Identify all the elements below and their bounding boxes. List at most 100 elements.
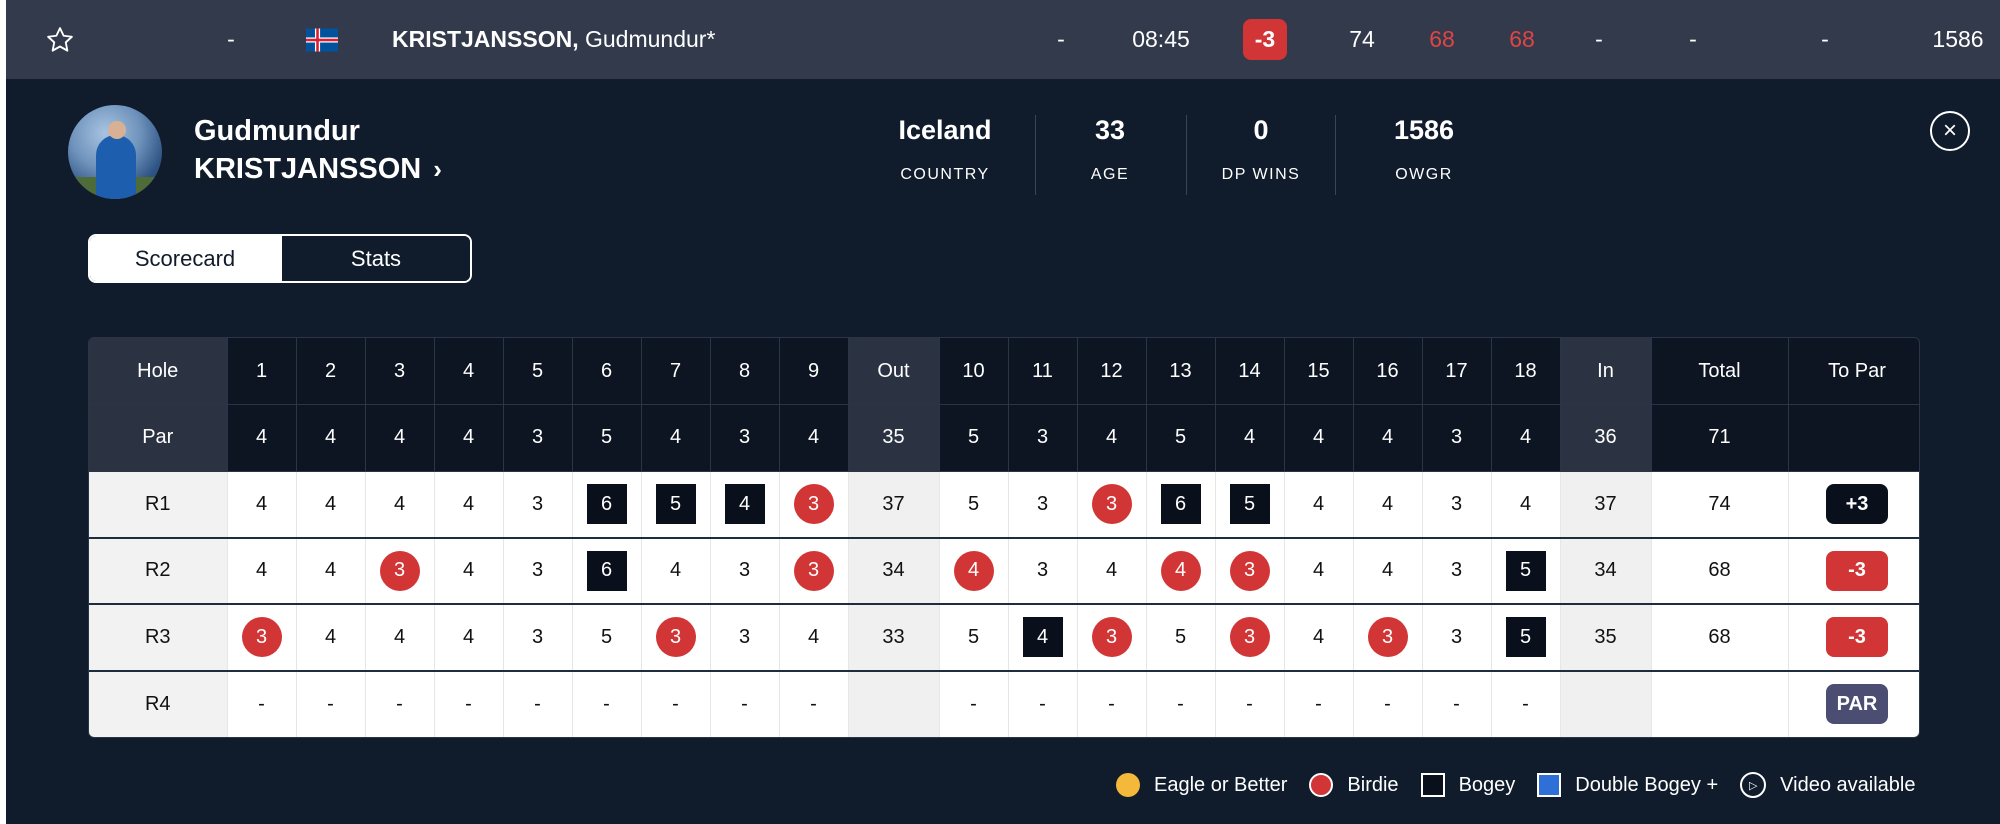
round-total: 68 — [1651, 604, 1789, 672]
hole-header: 8 — [710, 338, 780, 405]
hole-score: 4 — [1353, 537, 1423, 605]
par-value: 4 — [227, 404, 297, 472]
hole-score: 4 — [641, 537, 711, 605]
hole-header: 7 — [641, 338, 711, 405]
hole-header: 4 — [434, 338, 504, 405]
hole-score: 5 — [572, 604, 642, 672]
subtotal — [1560, 670, 1652, 737]
bogey-square-icon — [1420, 773, 1445, 797]
hole-header: 14 — [1215, 338, 1285, 405]
hole-score: 3 — [710, 604, 780, 672]
eagle-dot-icon — [1116, 773, 1140, 797]
player-name[interactable]: KRISTJANSSON, Gudmundur* — [392, 0, 715, 79]
hole-score: 4 — [365, 604, 435, 672]
hole-score: - — [365, 670, 435, 737]
round-label: R4 — [89, 670, 228, 737]
subtotal: 34 — [1560, 537, 1652, 605]
stat-country: Iceland COUNTRY — [898, 115, 992, 183]
hole-score: 4 — [710, 471, 780, 539]
extra-col-2: - — [1821, 26, 1829, 52]
bogey-score: 5 — [655, 484, 696, 524]
hole-score: 5 — [1215, 471, 1285, 539]
birdie-score: 3 — [1091, 617, 1132, 658]
birdie-score: 3 — [793, 484, 834, 524]
round-total: 68 — [1651, 537, 1789, 605]
par-value: 4 — [779, 404, 849, 472]
legend-bogey: Bogey — [1420, 773, 1515, 797]
to-par-cell: PAR — [1788, 670, 1919, 737]
hole-header: 6 — [572, 338, 642, 405]
hole-score: 4 — [434, 604, 504, 672]
bogey-score: 6 — [1160, 484, 1201, 524]
hole-score: 3 — [1422, 604, 1492, 672]
hole-score: - — [1077, 670, 1147, 737]
par-value: 4 — [1215, 404, 1285, 472]
round-total: 74 — [1651, 471, 1789, 539]
stat-dp-wins: 0 DP WINS — [1221, 115, 1301, 183]
hole-score: 5 — [1491, 537, 1561, 605]
round-row-r3: R3 3 4 4 4 3 5 3 3 4 33 5 4 3 5 3 4 3 3 5 35 68 -3 — [89, 604, 1919, 672]
hole-score: 5 — [939, 471, 1009, 539]
par-value: 3 — [1008, 404, 1078, 472]
divider — [1035, 115, 1036, 195]
position: - — [227, 26, 235, 52]
round-label: R3 — [89, 604, 228, 672]
tab-stats[interactable]: Stats — [280, 236, 470, 281]
par-value: 5 — [1146, 404, 1216, 472]
round-label: R1 — [89, 471, 228, 539]
hole-score: - — [710, 670, 780, 737]
hole-score: 4 — [1008, 604, 1078, 672]
player-profile-link[interactable]: KRISTJANSSON › — [194, 153, 442, 186]
hole-header: 11 — [1008, 338, 1078, 405]
divider — [1335, 115, 1336, 195]
subtotal: 33 — [848, 604, 940, 672]
legend: Eagle or Better Birdie Bogey Double Boge… — [1116, 772, 1915, 798]
hole-score: - — [503, 670, 573, 737]
legend-video: ▷ Video available — [1740, 772, 1915, 798]
hole-score: 4 — [296, 471, 366, 539]
par-value: 4 — [1077, 404, 1147, 472]
player-first-name-heading[interactable]: Gudmundur — [194, 115, 360, 147]
tab-scorecard[interactable]: Scorecard — [90, 236, 280, 281]
thru: - — [1057, 26, 1065, 52]
hole-score: 3 — [227, 604, 297, 672]
par-value — [1788, 404, 1919, 472]
close-icon[interactable]: × — [1930, 111, 1970, 151]
hole-score: 4 — [296, 604, 366, 672]
round-1-score: 74 — [1349, 26, 1375, 52]
round-4-score: - — [1595, 26, 1603, 52]
hole-score: 3 — [1077, 604, 1147, 672]
par-label: Par — [89, 404, 228, 472]
subtotal: 37 — [1560, 471, 1652, 539]
hole-score: 3 — [779, 537, 849, 605]
bogey-score: 5 — [1505, 550, 1546, 591]
hole-score: 4 — [296, 537, 366, 605]
hole-score: 4 — [1284, 537, 1354, 605]
subtotal: 37 — [848, 471, 940, 539]
hole-score: 3 — [1008, 471, 1078, 539]
bogey-score: 6 — [586, 550, 627, 591]
hole-score: - — [434, 670, 504, 737]
round-2-score: 68 — [1429, 26, 1455, 52]
hole-score: - — [1284, 670, 1354, 737]
round-label: R2 — [89, 537, 228, 605]
avatar — [68, 105, 162, 199]
round-row-r2: R2 4 4 3 4 3 6 4 3 3 34 4 3 4 4 3 4 4 3 5 34 68 -3 — [89, 537, 1919, 605]
par-value: 4 — [1284, 404, 1354, 472]
to-par-badge: -3 — [1234, 0, 1296, 79]
birdie-score: 3 — [1091, 484, 1132, 524]
round-total — [1651, 670, 1789, 737]
player-first-name: Gudmundur* — [584, 26, 716, 52]
leaderboard-row[interactable]: - KRISTJANSSON, Gudmundur* - 08:45 -3 74… — [0, 0, 2000, 79]
hole-header: 5 — [503, 338, 573, 405]
iceland-flag-icon — [306, 0, 338, 79]
hole-header: 10 — [939, 338, 1009, 405]
divider — [1186, 115, 1187, 195]
favorite-star-icon[interactable] — [42, 0, 78, 79]
hole-score: 4 — [227, 537, 297, 605]
tab-bar: Scorecard Stats — [88, 234, 472, 283]
hole-score: 3 — [1215, 604, 1285, 672]
hole-header: 9 — [779, 338, 849, 405]
birdie-score: 3 — [379, 550, 420, 591]
hole-score: - — [1008, 670, 1078, 737]
